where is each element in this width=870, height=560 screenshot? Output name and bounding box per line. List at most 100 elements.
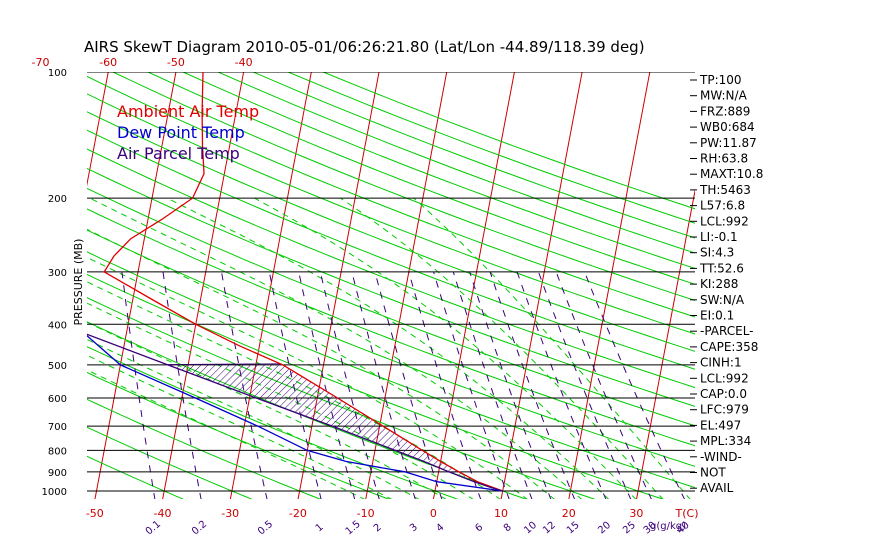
mixing-ratio-line [298, 271, 356, 499]
top-temp-tick-label: -40 [235, 56, 253, 69]
index-label: MW:N/A [700, 89, 748, 103]
index-label: -WIND- [700, 450, 742, 464]
pressure-ticks: 100 200 300 400 500 600 700 800 900 1000 [42, 68, 67, 498]
mixing-ratio-line [433, 271, 510, 499]
bottom-temp-tick-label: 10 [494, 507, 508, 520]
mixing-ratio-label: 20 [596, 520, 613, 537]
dry-adiabat-line [87, 75, 695, 318]
mixing-ratio-label: 1.5 [344, 519, 363, 538]
dry-adiabat-line [87, 251, 695, 489]
isotherm-line [840, 63, 870, 500]
bottom-temp-tick-label: 30 [629, 507, 643, 520]
legend: Ambient Air Temp Dew Point Temp Air Parc… [117, 102, 259, 163]
air-parcel-temp-line [87, 333, 503, 492]
pressure-tick-label: 200 [48, 194, 67, 205]
mixing-ratio-label: 8 [502, 522, 514, 535]
index-label: TP:100 [699, 73, 742, 87]
x-axis-label: T(C) [675, 507, 699, 520]
top-temp-tick-label: -60 [99, 56, 117, 69]
mixing-ratio-line [452, 271, 533, 499]
index-label: AVAIL [700, 481, 734, 495]
isotherm-line [636, 188, 695, 499]
dry-adiabat-line [252, 72, 695, 239]
isotherm-line [568, 72, 651, 499]
moist-adiabat-line [254, 197, 637, 499]
bottom-temp-tick-label: -40 [154, 507, 172, 520]
moist-adiabat-line [87, 228, 555, 499]
pressure-tick-label: 500 [48, 361, 67, 372]
isotherm-line [94, 72, 177, 499]
index-label: LFC:979 [700, 403, 749, 417]
bottom-temp-tick-label: 0 [430, 507, 437, 520]
pressure-tick-label: 800 [48, 446, 67, 457]
profile-lines [87, 72, 503, 492]
index-label: L57:6.8 [700, 199, 745, 213]
index-label: TT:52.6 [699, 261, 744, 275]
index-label: KI:288 [700, 277, 738, 291]
dry-adiabat-line [87, 208, 695, 447]
mixing-ratio-label: 6 [473, 522, 485, 535]
dry-adiabat-line [112, 72, 695, 302]
index-label: FRZ:889 [700, 104, 750, 118]
legend-parcel: Air Parcel Temp [117, 144, 240, 163]
index-label: CAP:0.0 [700, 387, 747, 401]
mixing-ratio-line [351, 271, 416, 499]
dry-adiabat-line [87, 398, 322, 499]
index-label: PW:11.87 [700, 136, 757, 150]
index-label: NOT [700, 466, 726, 480]
index-label: LCL:992 [700, 214, 749, 228]
ambient-air-temp-line [103, 72, 503, 492]
mixing-ratio-line [489, 271, 576, 499]
mixing-ratio-label: 3 [408, 522, 420, 535]
mixing-ratio-line [555, 271, 652, 499]
index-label: -PARCEL- [700, 324, 754, 338]
dry-adiabat-line [87, 167, 695, 407]
index-label: WB0:684 [700, 120, 755, 134]
index-label: SI:4.3 [700, 246, 734, 260]
moist-adiabat-line [340, 197, 664, 499]
index-label: RH:63.8 [700, 152, 748, 166]
dry-adiabat-line [87, 297, 596, 499]
bottom-temp-tick-label: -50 [86, 507, 104, 520]
isotherm-line [0, 63, 42, 500]
pressure-tick-label: 900 [48, 468, 67, 479]
mixing-ratio-label: 0.1 [144, 519, 163, 538]
bottom-temp-tick-label: 20 [562, 507, 576, 520]
mixing-ratio-line [221, 271, 268, 499]
dew-point-temp-line [87, 334, 503, 492]
pressure-tick-label: 600 [48, 394, 67, 405]
mixing-ratio-label: 1 [314, 522, 326, 535]
mixing-ratio-label: 0.2 [190, 519, 209, 538]
mixing-ratio-line [408, 271, 482, 499]
moist-adiabat-line [87, 321, 447, 499]
index-label: EI:0.1 [700, 309, 734, 323]
mixing-ratio-label: 12 [541, 520, 558, 537]
index-label: CAPE:358 [700, 340, 758, 354]
mixing-ratio-label: 15 [565, 520, 582, 537]
pressure-tick-label: 300 [48, 268, 67, 279]
dry-adiabat-line [87, 148, 695, 389]
legend-ambient: Ambient Air Temp [117, 102, 259, 121]
mixing-ratio-label: 0.5 [256, 519, 275, 538]
index-label: CINH:1 [700, 356, 742, 370]
dry-adiabat-line [87, 111, 695, 352]
mixing-ratio-line [374, 271, 443, 499]
index-label: MPL:334 [700, 434, 751, 448]
bottom-temp-tick-label: -30 [221, 507, 239, 520]
legend-dewpoint: Dew Point Temp [117, 123, 245, 142]
temp-ticks: -120-110-100-90-80-70-60-50-40-50-40-30-… [32, 56, 699, 538]
index-label: MAXT:10.8 [700, 167, 763, 181]
moist-adiabat-line [87, 369, 365, 499]
moist-adiabat-line [413, 197, 691, 499]
isotherm-line [162, 72, 245, 499]
index-label: LCL:992 [700, 371, 749, 385]
pressure-tick-label: 400 [48, 320, 67, 331]
isotherm-line [432, 72, 515, 499]
mixing-ratio-line [268, 271, 322, 499]
top-temp-tick-label: -50 [167, 56, 185, 69]
pressure-tick-label: 1000 [42, 487, 67, 498]
pressure-tick-label: 100 [48, 68, 67, 79]
mixing-ratio-label: 25 [621, 520, 638, 537]
